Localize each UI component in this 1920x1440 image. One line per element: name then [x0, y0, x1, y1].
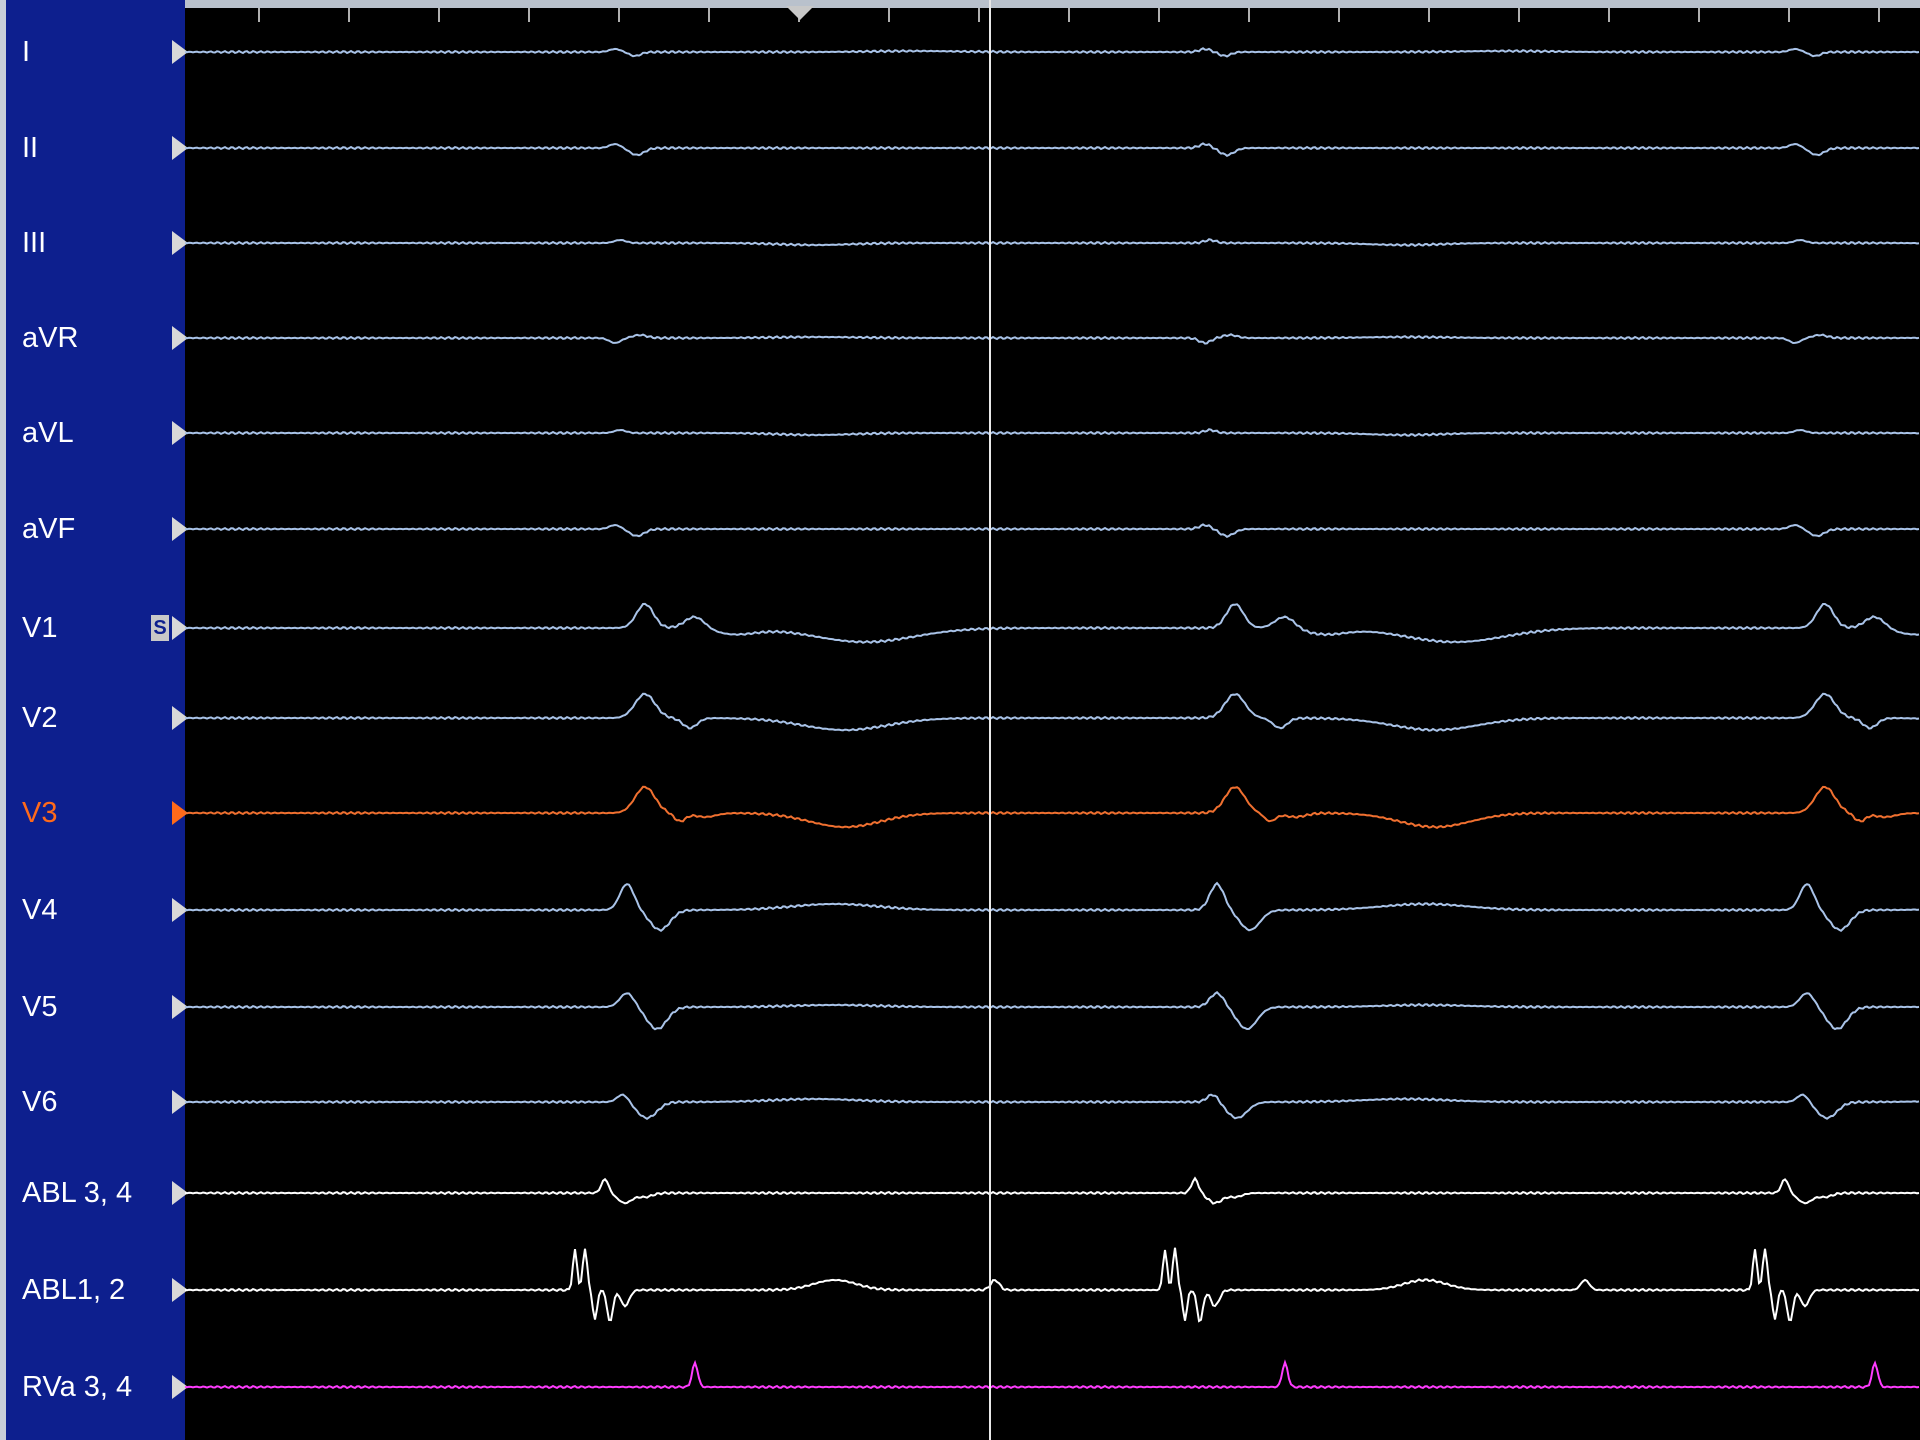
channel-label[interactable]: I: [22, 36, 31, 68]
trace-area[interactable]: [185, 8, 1920, 1440]
ruler-tick: [1698, 8, 1700, 22]
channel-label[interactable]: V4: [22, 894, 58, 926]
ruler-tick: [1068, 8, 1070, 22]
ruler-tick: [1158, 8, 1160, 22]
ruler-tick: [1338, 8, 1340, 22]
channel-marker-icon[interactable]: [172, 706, 188, 730]
channel-label[interactable]: ABL 3, 4: [22, 1177, 133, 1209]
waveform-trace: [185, 881, 1920, 933]
channel-marker-icon[interactable]: [172, 1375, 188, 1399]
ruler-tick: [348, 8, 350, 22]
ecg-traces: [185, 47, 1920, 1390]
channel-marker-icon[interactable]: [172, 616, 188, 640]
channel-marker-icon[interactable]: [172, 801, 188, 825]
waveform-trace: [185, 1093, 1920, 1120]
waveform-trace: [185, 47, 1920, 58]
waveform-trace: [185, 1176, 1920, 1205]
waveform-trace: [185, 692, 1920, 733]
waveform-trace: [185, 1359, 1920, 1390]
channel-label[interactable]: V3: [22, 797, 58, 829]
waveform-trace: [185, 785, 1920, 830]
channel-label[interactable]: V2: [22, 702, 58, 734]
channel-marker-icon[interactable]: [172, 231, 188, 255]
scale-badge[interactable]: S: [151, 615, 169, 641]
channel-marker-icon[interactable]: [172, 517, 188, 541]
channel-label-panel: I II III aVR aVL aVF V1 S V2 V3 V4 V5 V6 ABL 3, 4 ABL1…: [0, 0, 188, 1440]
channel-label[interactable]: aVL: [22, 417, 74, 449]
waveform-trace: [185, 428, 1920, 438]
time-cursor-line[interactable]: [989, 0, 991, 1440]
channel-marker-icon[interactable]: [172, 995, 188, 1019]
channel-label[interactable]: RVa 3, 4: [22, 1371, 133, 1403]
waveform-trace: [185, 991, 1920, 1031]
channel-marker-icon[interactable]: [172, 1278, 188, 1302]
channel-label[interactable]: aVR: [22, 322, 79, 354]
ruler-tick: [1248, 8, 1250, 22]
channel-label[interactable]: II: [22, 132, 39, 164]
channel-marker-icon[interactable]: [172, 1090, 188, 1114]
timeline-marker-icon[interactable]: [786, 6, 814, 20]
channel-label[interactable]: V6: [22, 1086, 58, 1118]
ruler-tick: [1788, 8, 1790, 22]
channel-marker-icon[interactable]: [172, 898, 188, 922]
channel-label[interactable]: V5: [22, 991, 58, 1023]
ruler-tick: [978, 8, 980, 22]
ruler-tick: [528, 8, 530, 22]
waveform-trace: [185, 602, 1920, 644]
channel-label[interactable]: aVF: [22, 513, 76, 545]
time-ruler: [0, 0, 1920, 8]
ruler-tick: [708, 8, 710, 22]
ruler-tick: [618, 8, 620, 22]
channel-marker-icon[interactable]: [172, 136, 188, 160]
channel-label[interactable]: III: [22, 227, 47, 259]
waveform-trace: [185, 238, 1920, 248]
waveform-trace: [185, 142, 1920, 157]
channel-marker-icon[interactable]: [172, 40, 188, 64]
channel-label[interactable]: ABL1, 2: [22, 1274, 126, 1306]
waveform-trace: [185, 333, 1920, 345]
ruler-tick: [1608, 8, 1610, 22]
channel-label[interactable]: V1: [22, 612, 58, 644]
channel-marker-icon[interactable]: [172, 1181, 188, 1205]
ruler-tick: [1428, 8, 1430, 22]
ruler-tick: [1518, 8, 1520, 22]
ruler-tick: [888, 8, 890, 22]
ruler-tick: [438, 8, 440, 22]
ruler-tick: [1878, 8, 1880, 22]
channel-marker-icon[interactable]: [172, 326, 188, 350]
ruler-tick: [258, 8, 260, 22]
channel-marker-icon[interactable]: [172, 421, 188, 445]
waveform-trace: [185, 1247, 1920, 1323]
waveform-trace: [185, 523, 1920, 538]
